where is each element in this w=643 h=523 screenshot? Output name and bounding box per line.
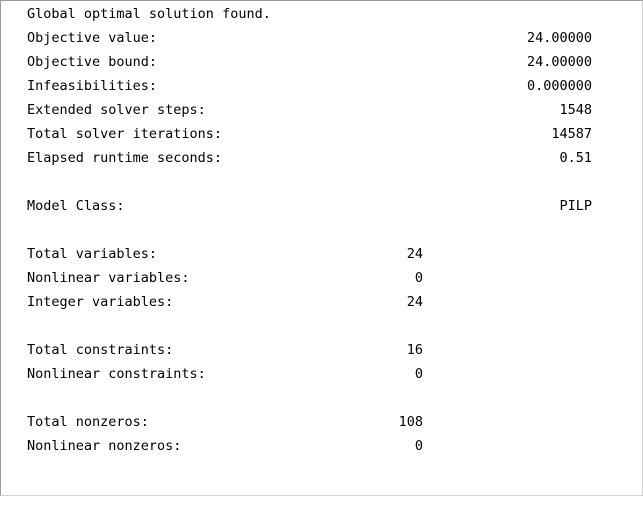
stat-value: 14587	[551, 126, 592, 142]
total-nonzeros-row: Total nonzeros: 108	[27, 411, 423, 433]
model-class-value: PILP	[559, 198, 592, 214]
integer-variables-row: Integer variables: 24	[27, 291, 423, 313]
count-label: Total constraints:	[27, 342, 174, 358]
count-value: 0	[414, 366, 423, 382]
objective-value-row: Objective value: 24.00000	[27, 27, 592, 49]
count-label: Nonlinear nonzeros:	[27, 438, 182, 454]
extended-solver-steps-row: Extended solver steps: 1548	[27, 99, 592, 121]
stat-label: Elapsed runtime seconds:	[27, 150, 223, 166]
objective-bound-row: Objective bound: 24.00000	[27, 51, 592, 73]
nonlinear-nonzeros-row: Nonlinear nonzeros: 0	[27, 435, 423, 457]
count-label: Total variables:	[27, 246, 158, 262]
count-value: 0	[414, 438, 423, 454]
stat-value: 0.51	[559, 150, 592, 166]
count-label: Nonlinear variables:	[27, 270, 190, 286]
total-variables-row: Total variables: 24	[27, 243, 423, 265]
stat-label: Extended solver steps:	[27, 102, 206, 118]
solver-report-panel: Global optimal solution found. Objective…	[0, 0, 643, 496]
stat-value: 0.000000	[526, 78, 592, 94]
stat-value: 1548	[559, 102, 592, 118]
count-label: Nonlinear constraints:	[27, 366, 206, 382]
elapsed-runtime-row: Elapsed runtime seconds: 0.51	[27, 147, 592, 169]
total-constraints-row: Total constraints: 16	[27, 339, 423, 361]
model-class-label: Model Class:	[27, 198, 125, 214]
stat-value: 24.00000	[526, 54, 592, 70]
count-value: 0	[414, 270, 423, 286]
stat-label: Objective value:	[27, 30, 158, 46]
count-label: Total nonzeros:	[27, 414, 149, 430]
stat-label: Objective bound:	[27, 54, 158, 70]
infeasibilities-row: Infeasibilities: 0.000000	[27, 75, 592, 97]
status-text: Global optimal solution found.	[27, 6, 271, 22]
count-value: 16	[406, 342, 423, 358]
count-value: 24	[406, 294, 423, 310]
stat-label: Total solver iterations:	[27, 126, 223, 142]
nonlinear-variables-row: Nonlinear variables: 0	[27, 267, 423, 289]
status-line: Global optimal solution found.	[27, 3, 592, 25]
count-label: Integer variables:	[27, 294, 174, 310]
total-solver-iterations-row: Total solver iterations: 14587	[27, 123, 592, 145]
count-value: 108	[398, 414, 423, 430]
nonlinear-constraints-row: Nonlinear constraints: 0	[27, 363, 423, 385]
stat-value: 24.00000	[526, 30, 592, 46]
model-class-row: Model Class: PILP	[27, 195, 592, 217]
count-value: 24	[406, 246, 423, 262]
stat-label: Infeasibilities:	[27, 78, 158, 94]
